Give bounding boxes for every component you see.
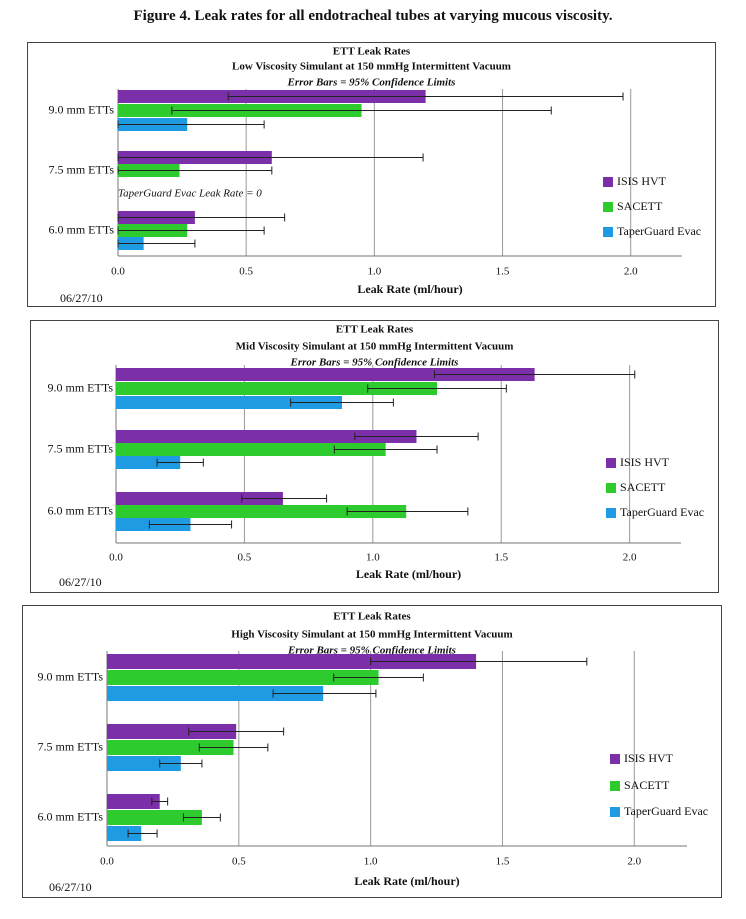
legend-label: ISIS HVT [620, 455, 670, 469]
chart-panel-low-viscosity: ETT Leak Rates Low Viscosity Simulant at … [27, 42, 716, 307]
chart-title: ETT Leak Rates [333, 46, 411, 58]
legend-label: ISIS HVT [624, 751, 674, 765]
category-label: 9.0 mm ETTs [38, 669, 104, 683]
chart-subtitle: Low Viscosity Simulant at 150 mmHg Inter… [232, 61, 511, 73]
bar-isis [107, 794, 160, 809]
x-tick-label: 0.5 [232, 856, 246, 868]
category-label: 7.5 mm ETTs [38, 739, 104, 753]
bar-taper [107, 756, 181, 771]
bar-sacett [116, 505, 407, 518]
chart-panel-high-viscosity: ETT Leak Rates High Viscosity Simulant at… [22, 605, 722, 898]
bar-isis [107, 724, 237, 739]
chart-panel-mid-viscosity: ETT Leak Rates Mid Viscosity Simulant at … [30, 320, 719, 593]
figure-title: Figure 4. Leak rates for all endotrachea… [133, 8, 613, 24]
x-axis-label: Leak Rate (ml/hour) [357, 282, 462, 296]
x-tick-label: 0.0 [111, 266, 125, 278]
bar-sacett [116, 382, 438, 395]
category-label: 9.0 mm ETTs [49, 102, 115, 116]
x-tick-label: 0.5 [239, 266, 253, 278]
legend-swatch-sacett [610, 781, 620, 791]
x-tick-label: 0.0 [100, 856, 114, 868]
chart-annotation: TaperGuard Evac Leak Rate = 0 [118, 188, 262, 200]
legend-swatch-taper [606, 508, 616, 518]
x-tick-label: 1.5 [494, 552, 508, 564]
bar-sacett [107, 810, 202, 825]
x-axis-label: Leak Rate (ml/hour) [356, 567, 461, 581]
legend-swatch-isis [603, 177, 613, 187]
legend-swatch-sacett [606, 483, 616, 493]
chart-title: ETT Leak Rates [336, 324, 414, 336]
legend-swatch-isis [606, 458, 616, 468]
chart-date: 06/27/10 [60, 291, 103, 305]
chart-high-viscosity: ETT Leak Rates High Viscosity Simulant at… [38, 611, 709, 894]
category-label: 6.0 mm ETTs [48, 503, 114, 517]
chart-mid-viscosity: ETT Leak Rates Mid Viscosity Simulant at … [48, 324, 705, 589]
legend-swatch-sacett [603, 202, 613, 212]
legend-label: ISIS HVT [617, 174, 667, 188]
x-tick-label: 2.0 [624, 266, 638, 278]
bar-isis [116, 368, 535, 381]
bar-sacett [107, 740, 234, 755]
chart-subtitle: Mid Viscosity Simulant at 150 mmHg Inter… [236, 341, 514, 353]
chart-note: Error Bars = 95% Confidence Limits [287, 645, 456, 657]
legend-swatch-isis [610, 754, 620, 764]
x-tick-label: 0.5 [238, 552, 252, 564]
category-label: 6.0 mm ETTs [38, 809, 104, 823]
chart-note: Error Bars = 95% Confidence Limits [287, 77, 456, 89]
bar-isis [116, 430, 417, 443]
chart-low-viscosity: ETT Leak Rates Low Viscosity Simulant at … [49, 46, 702, 305]
x-tick-label: 1.0 [364, 856, 378, 868]
x-tick-label: 2.0 [623, 552, 637, 564]
category-label: 6.0 mm ETTs [49, 222, 115, 236]
x-axis-label: Leak Rate (ml/hour) [354, 874, 459, 888]
bar-taper [116, 456, 181, 469]
bar-isis [107, 654, 477, 669]
legend-label: TaperGuard Evac [617, 224, 701, 238]
chart-title: ETT Leak Rates [333, 611, 411, 623]
legend-swatch-taper [610, 807, 620, 817]
category-label: 9.0 mm ETTs [48, 380, 114, 394]
legend-label: SACETT [620, 480, 666, 494]
legend-swatch-taper [603, 227, 613, 237]
x-tick-label: 1.0 [367, 266, 381, 278]
category-label: 7.5 mm ETTs [48, 441, 114, 455]
x-tick-label: 0.0 [109, 552, 123, 564]
chart-date: 06/27/10 [59, 575, 102, 589]
x-tick-label: 1.0 [366, 552, 380, 564]
bar-taper [107, 686, 324, 701]
x-tick-label: 2.0 [627, 856, 641, 868]
bar-sacett [107, 670, 379, 685]
x-tick-label: 1.5 [496, 266, 510, 278]
bar-isis [116, 492, 283, 505]
legend-label: TaperGuard Evac [624, 804, 708, 818]
bar-sacett [116, 443, 386, 456]
legend-label: TaperGuard Evac [620, 505, 704, 519]
legend-label: SACETT [624, 778, 670, 792]
chart-subtitle: High Viscosity Simulant at 150 mmHg Inte… [231, 629, 512, 641]
chart-date: 06/27/10 [49, 880, 92, 894]
chart-note: Error Bars = 95% Confidence Limits [290, 357, 459, 369]
bar-taper [116, 396, 342, 409]
x-tick-label: 1.5 [496, 856, 510, 868]
bar-taper [107, 826, 142, 841]
category-label: 7.5 mm ETTs [49, 162, 115, 176]
legend-label: SACETT [617, 199, 663, 213]
